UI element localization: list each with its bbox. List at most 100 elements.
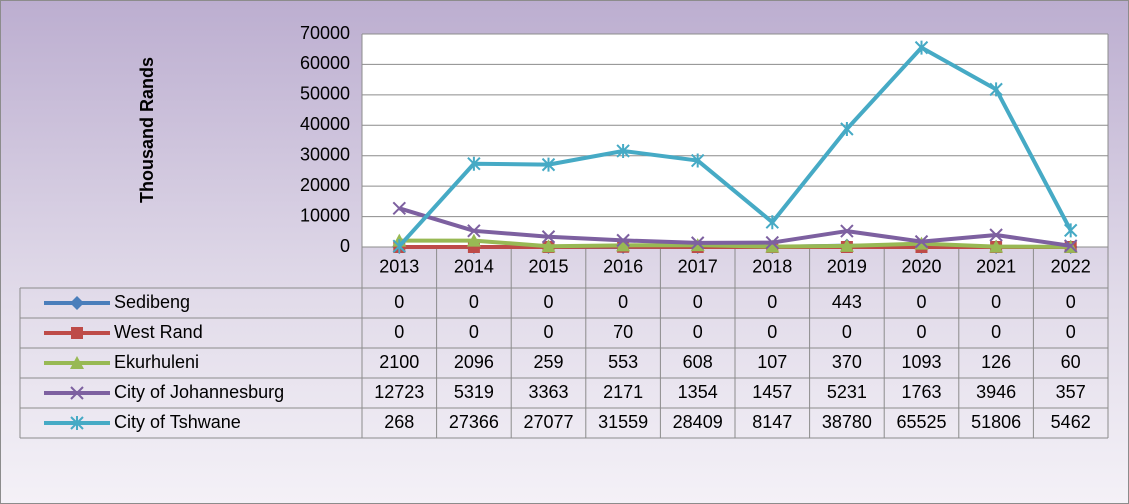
table-cell: 2096	[454, 352, 494, 372]
table-cell: 31559	[598, 412, 648, 432]
table-cell: 0	[916, 322, 926, 342]
data-point	[914, 234, 929, 249]
table-cell: 259	[533, 352, 563, 372]
data-point	[840, 224, 854, 238]
y-tick-label: 20000	[300, 175, 350, 195]
table-cell: 27366	[449, 412, 499, 432]
table-cell: 357	[1056, 382, 1086, 402]
legend-marker	[70, 296, 84, 310]
x-tick-label: 2013	[379, 256, 419, 276]
table-cell: 28409	[673, 412, 723, 432]
table-cell: 0	[842, 322, 852, 342]
table-cell: 2100	[379, 352, 419, 372]
table-cell: 8147	[752, 412, 792, 432]
table-cell: 1093	[901, 352, 941, 372]
table-cell: 553	[608, 352, 638, 372]
table-cell: 5319	[454, 382, 494, 402]
data-point	[467, 224, 481, 238]
table-cell: 1457	[752, 382, 792, 402]
x-tick-label: 2020	[901, 256, 941, 276]
table-cell: 0	[394, 322, 404, 342]
x-tick-label: 2016	[603, 256, 643, 276]
y-tick-label: 70000	[300, 23, 350, 43]
data-point	[765, 235, 780, 250]
data-point	[1063, 239, 1078, 253]
data-point	[541, 239, 556, 253]
legend-label: Ekurhuleni	[114, 352, 199, 372]
data-point	[392, 239, 407, 254]
table-cell: 1354	[678, 382, 718, 402]
data-point	[616, 233, 630, 248]
table-cell: 51806	[971, 412, 1021, 432]
series-line	[399, 238, 1071, 249]
table-cell: 27077	[523, 412, 573, 432]
plot-area	[362, 34, 1108, 247]
legend-label: City of Johannesburg	[114, 382, 284, 402]
series-line	[397, 45, 1073, 248]
table-cell: 0	[469, 322, 479, 342]
data-point	[467, 156, 481, 171]
table-cell: 0	[543, 292, 553, 312]
data-point	[541, 230, 556, 244]
data-point	[989, 228, 1003, 242]
y-tick-label: 50000	[300, 84, 350, 104]
table-cell: 65525	[896, 412, 946, 432]
legend-marker	[71, 327, 83, 339]
table-cell: 0	[991, 322, 1001, 342]
y-tick-label: 30000	[300, 144, 350, 164]
table-cell: 5462	[1051, 412, 1091, 432]
table-cell: 12723	[374, 382, 424, 402]
data-point	[392, 201, 407, 215]
table-cell: 0	[767, 322, 777, 342]
legend-label: City of Tshwane	[114, 412, 241, 432]
legend-label: West Rand	[114, 322, 203, 342]
table-cell: 70	[613, 322, 633, 342]
table-cell: 0	[543, 322, 553, 342]
table-cell: 0	[693, 322, 703, 342]
table-cell: 38780	[822, 412, 872, 432]
table-cell: 608	[683, 352, 713, 372]
x-tick-label: 2014	[454, 256, 494, 276]
data-point	[616, 143, 630, 158]
table-cell: 0	[916, 292, 926, 312]
y-axis-label: Thousand Rands	[137, 57, 157, 203]
x-tick-label: 2021	[976, 256, 1016, 276]
y-tick-label: 60000	[300, 53, 350, 73]
table-cell: 3946	[976, 382, 1016, 402]
data-point	[616, 238, 631, 252]
x-tick-label: 2015	[528, 256, 568, 276]
data-point	[765, 239, 780, 253]
table-cell: 268	[384, 412, 414, 432]
table-cell: 1763	[901, 382, 941, 402]
y-tick-label: 10000	[300, 205, 350, 225]
table-cell: 0	[767, 292, 777, 312]
table-cell: 126	[981, 352, 1011, 372]
table-cell: 60	[1061, 352, 1081, 372]
table-cell: 0	[469, 292, 479, 312]
table-cell: 0	[618, 292, 628, 312]
data-point	[690, 153, 705, 168]
data-point	[466, 233, 481, 247]
legend-marker	[70, 416, 84, 430]
table-cell: 443	[832, 292, 862, 312]
table-cell: 5231	[827, 382, 867, 402]
legend-marker	[70, 356, 84, 369]
data-point	[839, 238, 854, 252]
legend-marker	[70, 386, 84, 400]
series-line	[398, 206, 1071, 248]
table-cell: 0	[991, 292, 1001, 312]
data-point	[1063, 223, 1078, 238]
x-tick-label: 2017	[678, 256, 718, 276]
y-tick-label: 0	[340, 236, 350, 256]
legend-label: Sedibeng	[114, 292, 190, 312]
x-tick-label: 2018	[752, 256, 792, 276]
y-tick-label: 40000	[300, 114, 350, 134]
table-cell: 0	[394, 292, 404, 312]
table-cell: 107	[757, 352, 787, 372]
table-cell: 2171	[603, 382, 643, 402]
table-cell: 0	[1066, 322, 1076, 342]
data-point	[989, 82, 1003, 97]
table-cell: 370	[832, 352, 862, 372]
data-point	[690, 236, 705, 250]
